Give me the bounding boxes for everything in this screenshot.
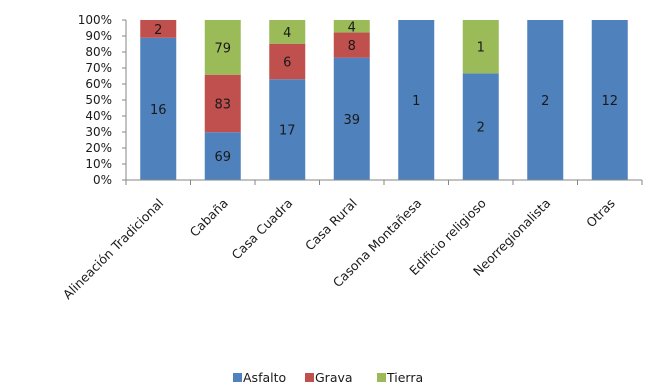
y-axis: 0% 10% 20% 30% 40% 50% 60% 70% 80% 90% 100% [78,13,127,187]
data-label: 39 [343,113,360,128]
y-tick-label: 0% [93,173,112,187]
y-tick-label: 90% [85,29,112,43]
data-label: 2 [477,121,485,136]
y-tick-label: 60% [85,77,112,91]
data-label: 4 [348,20,356,35]
data-label: 8 [348,39,356,54]
data-label: 2 [541,94,549,109]
y-tick-label: 10% [85,157,112,171]
y-tick-label: 30% [85,125,112,139]
x-category-label: Casa Rural [302,196,360,254]
y-tick-label: 70% [85,61,112,75]
y-tick-label: 20% [85,141,112,155]
legend-label: Asfalto [243,370,286,385]
bar-segment [204,20,241,75]
bar-segment [462,73,499,180]
bar-segment [140,20,177,38]
legend-swatch [377,373,386,382]
y-tick-label: 40% [85,109,112,123]
data-label: 16 [150,103,167,118]
data-label: 6 [283,55,291,70]
data-label: 69 [214,150,231,165]
data-label: 2 [154,23,162,38]
data-label: 1 [477,41,485,56]
legend-swatch [305,373,314,382]
bar-segment [333,20,370,33]
bar-segment [462,20,499,74]
x-category-label: Otras [583,196,618,231]
data-label: 17 [279,124,296,139]
y-tick-label: 100% [78,13,112,27]
legend: Asfalto Grava Tierra [233,370,423,385]
bar-segment [398,20,435,180]
bar-segment [204,74,241,133]
bar-segment [140,37,177,181]
bar-segment [269,43,306,80]
bars [140,20,628,181]
y-tick-label: 50% [85,93,112,107]
legend-label: Tierra [386,370,423,385]
legend-label: Grava [315,370,353,385]
data-label: 12 [601,94,618,109]
bar-segment [333,32,370,58]
data-label: 79 [214,41,231,56]
data-label: 1 [412,94,420,109]
bar-segment [333,57,370,180]
data-label: 4 [283,26,291,41]
x-category-label: Casa Cuadra [228,196,295,263]
data-label: 83 [214,97,231,112]
y-tick-label: 80% [85,45,112,59]
x-category-label: Cabaña [187,196,231,240]
bar-segment [204,132,241,180]
bar-segment [269,79,306,180]
bar-segment [527,20,564,180]
x-category-label: Alineación Tradicional [60,196,167,303]
legend-swatch [233,373,242,382]
bar-segment [269,20,306,44]
bar-segment [591,20,628,180]
